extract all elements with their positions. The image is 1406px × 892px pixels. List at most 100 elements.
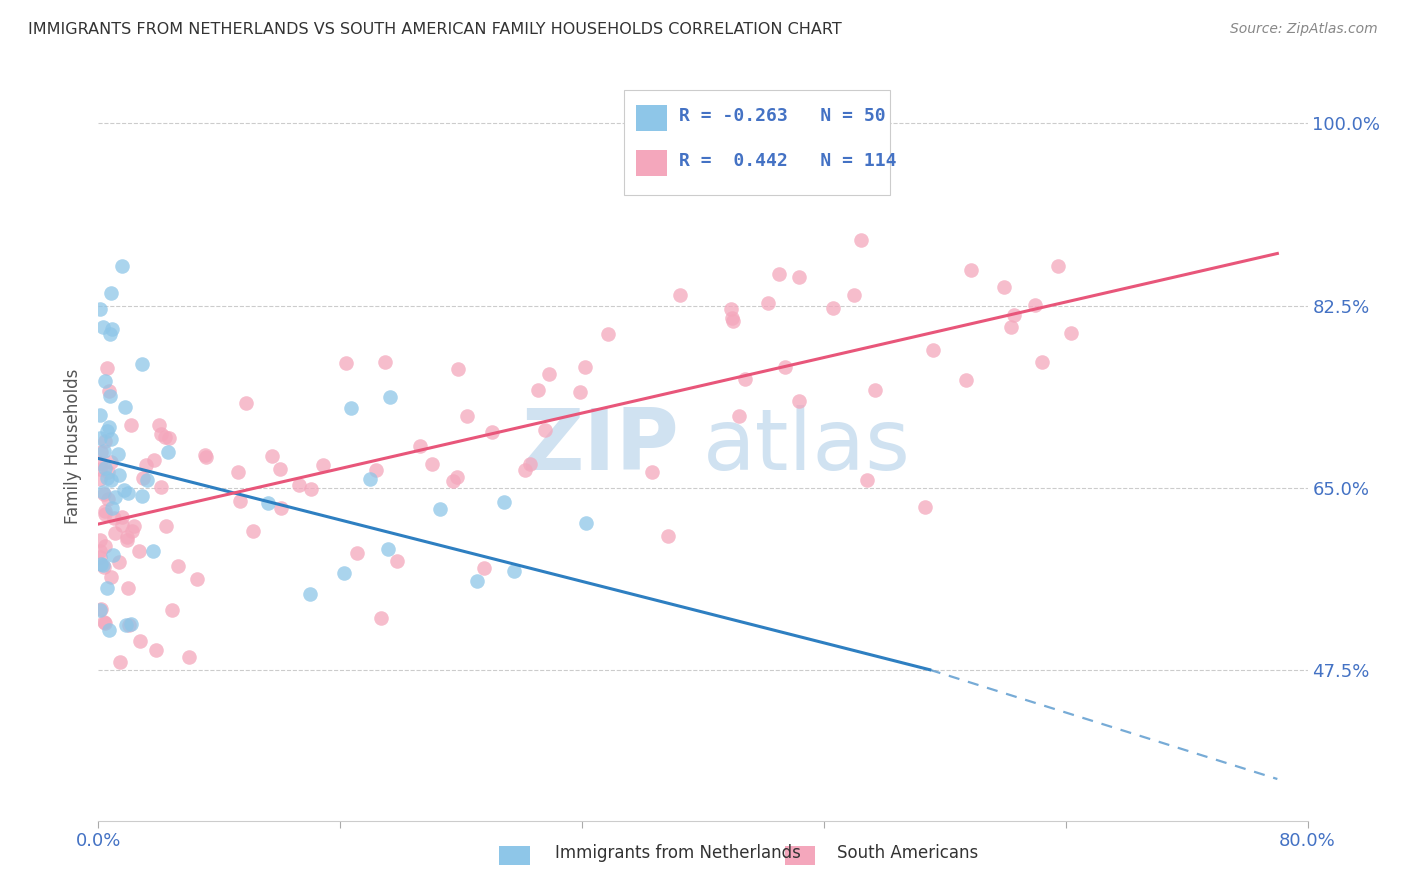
Point: [149, 480, 172, 494]
Point: [574, 359, 596, 374]
Point: [90, 601, 112, 615]
Point: [575, 516, 598, 530]
Point: [91, 558, 114, 573]
Point: [103, 510, 125, 524]
Point: [131, 489, 153, 503]
Point: [177, 650, 200, 665]
Point: [117, 618, 139, 632]
Point: [374, 355, 396, 369]
Point: [734, 372, 756, 386]
Point: [447, 361, 470, 376]
Point: [98, 327, 121, 342]
Point: [117, 581, 139, 595]
Point: [93, 615, 115, 629]
Point: [104, 526, 127, 541]
Point: [156, 445, 179, 459]
Point: [89, 472, 111, 486]
Point: [91, 485, 114, 500]
Point: [100, 433, 122, 447]
Point: [93, 444, 115, 458]
Point: [756, 295, 779, 310]
Point: [115, 618, 138, 632]
Point: [94, 434, 117, 449]
Point: [262, 449, 284, 463]
Point: [721, 310, 744, 325]
Point: [270, 501, 292, 516]
Point: [844, 288, 866, 302]
Text: atlas: atlas: [703, 404, 911, 488]
Point: [148, 417, 170, 432]
Point: [98, 623, 121, 637]
Point: [107, 447, 129, 461]
Point: [111, 259, 134, 273]
Point: [955, 374, 977, 388]
Point: [166, 559, 188, 574]
Point: [474, 561, 496, 575]
Point: [429, 501, 451, 516]
Point: [136, 473, 159, 487]
Point: [494, 495, 516, 509]
Point: [89, 456, 111, 470]
Point: [914, 500, 936, 515]
Point: [89, 431, 111, 445]
Point: [91, 319, 114, 334]
Point: [128, 633, 150, 648]
Point: [1060, 326, 1083, 340]
Point: [380, 390, 402, 404]
Point: [100, 474, 122, 488]
Point: [640, 465, 662, 479]
Point: [335, 356, 357, 370]
Point: [97, 420, 120, 434]
Point: [513, 463, 536, 477]
Point: [93, 540, 115, 554]
Point: [1031, 354, 1053, 368]
Point: [131, 357, 153, 371]
Point: [143, 453, 166, 467]
Bar: [637, 150, 666, 177]
Point: [537, 367, 560, 381]
Point: [94, 616, 117, 631]
Point: [97, 492, 120, 507]
Point: [921, 343, 943, 357]
Point: [100, 570, 122, 584]
Point: [157, 430, 180, 444]
Point: [94, 507, 117, 521]
Point: [93, 461, 115, 475]
Point: [115, 533, 138, 547]
Point: [110, 510, 132, 524]
Point: [114, 401, 136, 415]
Point: [960, 263, 983, 277]
FancyBboxPatch shape: [624, 90, 890, 195]
Point: [101, 322, 124, 336]
Point: [669, 288, 692, 302]
Point: [526, 384, 548, 398]
Point: [120, 617, 142, 632]
Point: [120, 418, 142, 433]
Point: [821, 301, 844, 315]
Point: [359, 472, 381, 486]
Point: [287, 477, 309, 491]
Point: [115, 530, 138, 544]
Point: [100, 455, 122, 469]
Point: [186, 572, 208, 586]
Point: [456, 409, 478, 424]
Point: [377, 542, 399, 557]
Point: [194, 450, 217, 465]
Point: [149, 426, 172, 441]
Point: [160, 603, 183, 617]
Point: [657, 528, 679, 542]
Point: [441, 475, 464, 489]
Point: [89, 408, 111, 422]
Bar: [637, 105, 666, 131]
Point: [229, 494, 252, 508]
Point: [96, 360, 118, 375]
Point: [111, 518, 134, 533]
Point: [132, 471, 155, 485]
Point: [721, 314, 744, 328]
Point: [1024, 297, 1046, 311]
Point: [346, 545, 368, 559]
Point: [465, 574, 488, 589]
Point: [101, 548, 124, 562]
Point: [1002, 308, 1025, 322]
Point: [385, 553, 408, 567]
